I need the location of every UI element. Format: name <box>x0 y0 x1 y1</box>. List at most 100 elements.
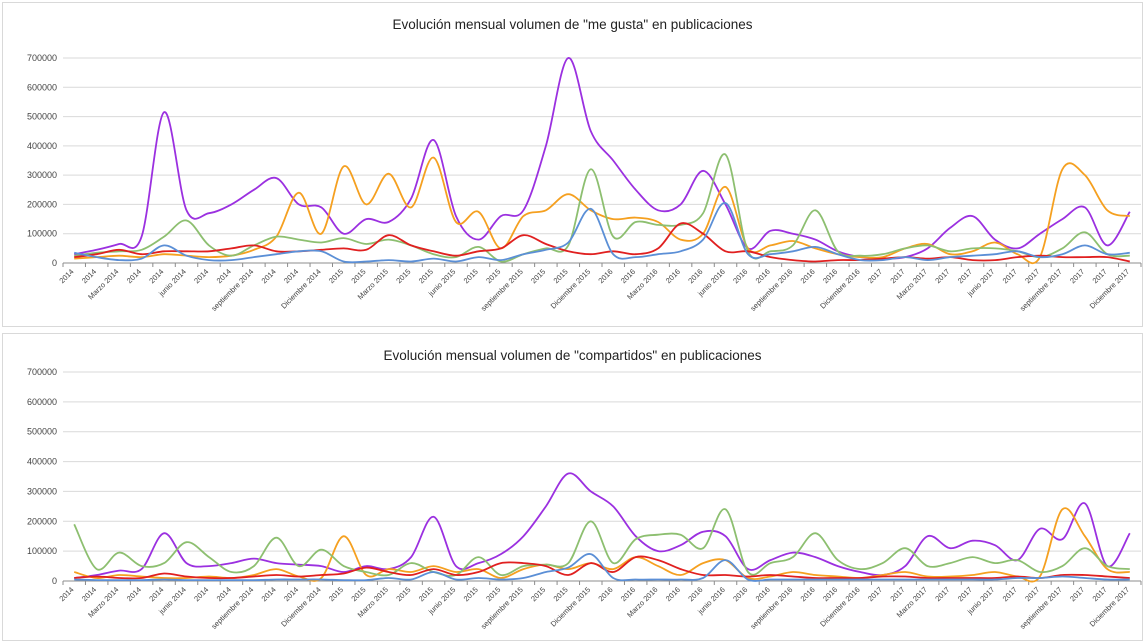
x-tick-label: 2014 <box>57 585 75 603</box>
x-tick-label: 2017 <box>1068 585 1086 603</box>
x-tick-label: 2016 <box>799 267 817 285</box>
x-tick-label: Diciembre 2014 <box>279 585 323 629</box>
chart-title: Evolución mensual volumen de "me gusta" … <box>392 17 753 32</box>
series-line-3 <box>73 508 1130 577</box>
gridlines <box>63 57 1141 264</box>
x-tick-label: 2015 <box>349 585 367 603</box>
x-tick-label: septiembre 2014 <box>209 585 255 631</box>
x-tick-label: 2015 <box>349 267 367 285</box>
y-tick-label: 700000 <box>27 53 57 63</box>
x-tick-label: 2016 <box>619 267 637 285</box>
x-tick-label: 2017 <box>956 585 974 603</box>
x-tick-label: 2017 <box>1091 585 1109 603</box>
y-tick-label: 600000 <box>27 397 57 407</box>
x-tick-label: 2014 <box>260 585 278 603</box>
x-tick-label: 2014 <box>192 585 210 603</box>
x-tick-label: 2016 <box>596 585 614 603</box>
series-line-5 <box>74 202 1130 264</box>
x-tick-label: 2016 <box>731 267 749 285</box>
x-tick-label: septiembre 2014 <box>209 267 255 313</box>
y-axis: 0 100000 200000 300000 400000 500000 600000 700… <box>27 367 57 586</box>
x-tick-label: 2017 <box>866 585 884 603</box>
x-tick-label: Diciembre 2015 <box>549 585 593 629</box>
x-tick-label: 2014 <box>80 585 98 603</box>
likes-chart-panel: Evolución mensual volumen de "me gusta" … <box>2 2 1143 327</box>
x-tick-label: 2017 <box>1001 267 1019 285</box>
y-tick-label: 100000 <box>27 229 57 239</box>
y-tick-label: 500000 <box>27 427 57 437</box>
x-tick-label: septiembre 2016 <box>748 585 794 631</box>
x-tick-label: 2017 <box>933 585 951 603</box>
x-tick-label: 2014 <box>215 267 233 285</box>
x-tick-label: 2014 <box>125 267 143 285</box>
x-tick-label: 2014 <box>192 267 210 285</box>
x-tick-label: 2014 <box>282 267 300 285</box>
shares-line-chart: 0 100000 200000 300000 400000 500000 600000 700… <box>27 367 1142 631</box>
x-tick-label: 2016 <box>664 585 682 603</box>
series-line-2 <box>73 507 1130 583</box>
x-tick-label: Diciembre 2015 <box>549 267 593 311</box>
x-tick-label: Diciembre 2017 <box>1088 585 1132 629</box>
x-tick-label: 2015 <box>417 267 435 285</box>
x-tick-label: 2015 <box>529 585 547 603</box>
series-line-4 <box>74 555 1130 580</box>
x-tick-label: 2016 <box>799 585 817 603</box>
x-tick-label: 2015 <box>417 585 435 603</box>
x-tick-label: 2016 <box>754 267 772 285</box>
x-tick-label: 2017 <box>1068 267 1086 285</box>
y-tick-label: 600000 <box>27 82 57 92</box>
x-tick-label: 2016 <box>821 267 839 285</box>
x-tick-label: 2015 <box>484 585 502 603</box>
x-tick-label: 2014 <box>282 585 300 603</box>
x-tick-label: 2014 <box>125 585 143 603</box>
x-tick-label: 2015 <box>552 585 570 603</box>
x-tick-label: 2014 <box>147 585 165 603</box>
series-line-1 <box>74 472 1131 579</box>
shares-chart-panel: Evolución mensual volumen de "compartido… <box>2 333 1143 641</box>
series-line-1 <box>74 57 1131 260</box>
x-tick-label: 2017 <box>888 585 906 603</box>
series-line-3 <box>74 153 1130 263</box>
x-tick-label: 2016 <box>731 585 749 603</box>
x-tick-label: 2016 <box>619 585 637 603</box>
x-tick-label: septiembre 2017 <box>1018 585 1064 631</box>
x-tick-label: 2017 <box>1023 267 1041 285</box>
x-tick-label: 2014 <box>80 267 98 285</box>
x-tick-label: 2017 <box>956 267 974 285</box>
x-tick-label: 2015 <box>394 585 412 603</box>
x-tick-label: 2014 <box>147 267 165 285</box>
x-tick-label: 2017 <box>933 267 951 285</box>
gridlines <box>63 371 1141 582</box>
x-tick-label: 2017 <box>1023 585 1041 603</box>
y-tick-label: 0 <box>52 576 57 586</box>
x-tick-label: 2014 <box>215 585 233 603</box>
x-tick-label: 2016 <box>686 585 704 603</box>
y-tick-label: 100000 <box>27 546 57 556</box>
x-tick-label: 2017 <box>888 267 906 285</box>
y-tick-label: 400000 <box>27 141 57 151</box>
x-tick-label: Diciembre 2017 <box>1088 267 1132 311</box>
likes-line-chart: 0 100000 200000 300000 400000 500000 600000 700… <box>27 53 1142 313</box>
y-tick-label: 500000 <box>27 112 57 122</box>
y-tick-label: 300000 <box>27 486 57 496</box>
x-tick-label: 2016 <box>686 267 704 285</box>
x-tick-label: septiembre 2017 <box>1018 267 1064 313</box>
x-tick-label: 2017 <box>1001 585 1019 603</box>
chart-title: Evolución mensual volumen de "compartido… <box>383 348 762 363</box>
x-tick-label: 2015 <box>327 267 345 285</box>
x-tick-label: 2016 <box>754 585 772 603</box>
x-tick-label: 2015 <box>394 267 412 285</box>
series-line-5 <box>74 553 1130 582</box>
x-tick-label: septiembre 2015 <box>479 585 525 631</box>
y-tick-label: 200000 <box>27 516 57 526</box>
x-tick-label: Diciembre 2016 <box>818 585 862 629</box>
x-tick-label: 2017 <box>1091 267 1109 285</box>
x-tick-label: Diciembre 2016 <box>818 267 862 311</box>
x-tick-label: 2015 <box>327 585 345 603</box>
x-tick-label: 2016 <box>664 267 682 285</box>
x-tick-label: 2015 <box>552 267 570 285</box>
y-tick-label: 300000 <box>27 170 57 180</box>
x-tick-label: 2017 <box>866 267 884 285</box>
